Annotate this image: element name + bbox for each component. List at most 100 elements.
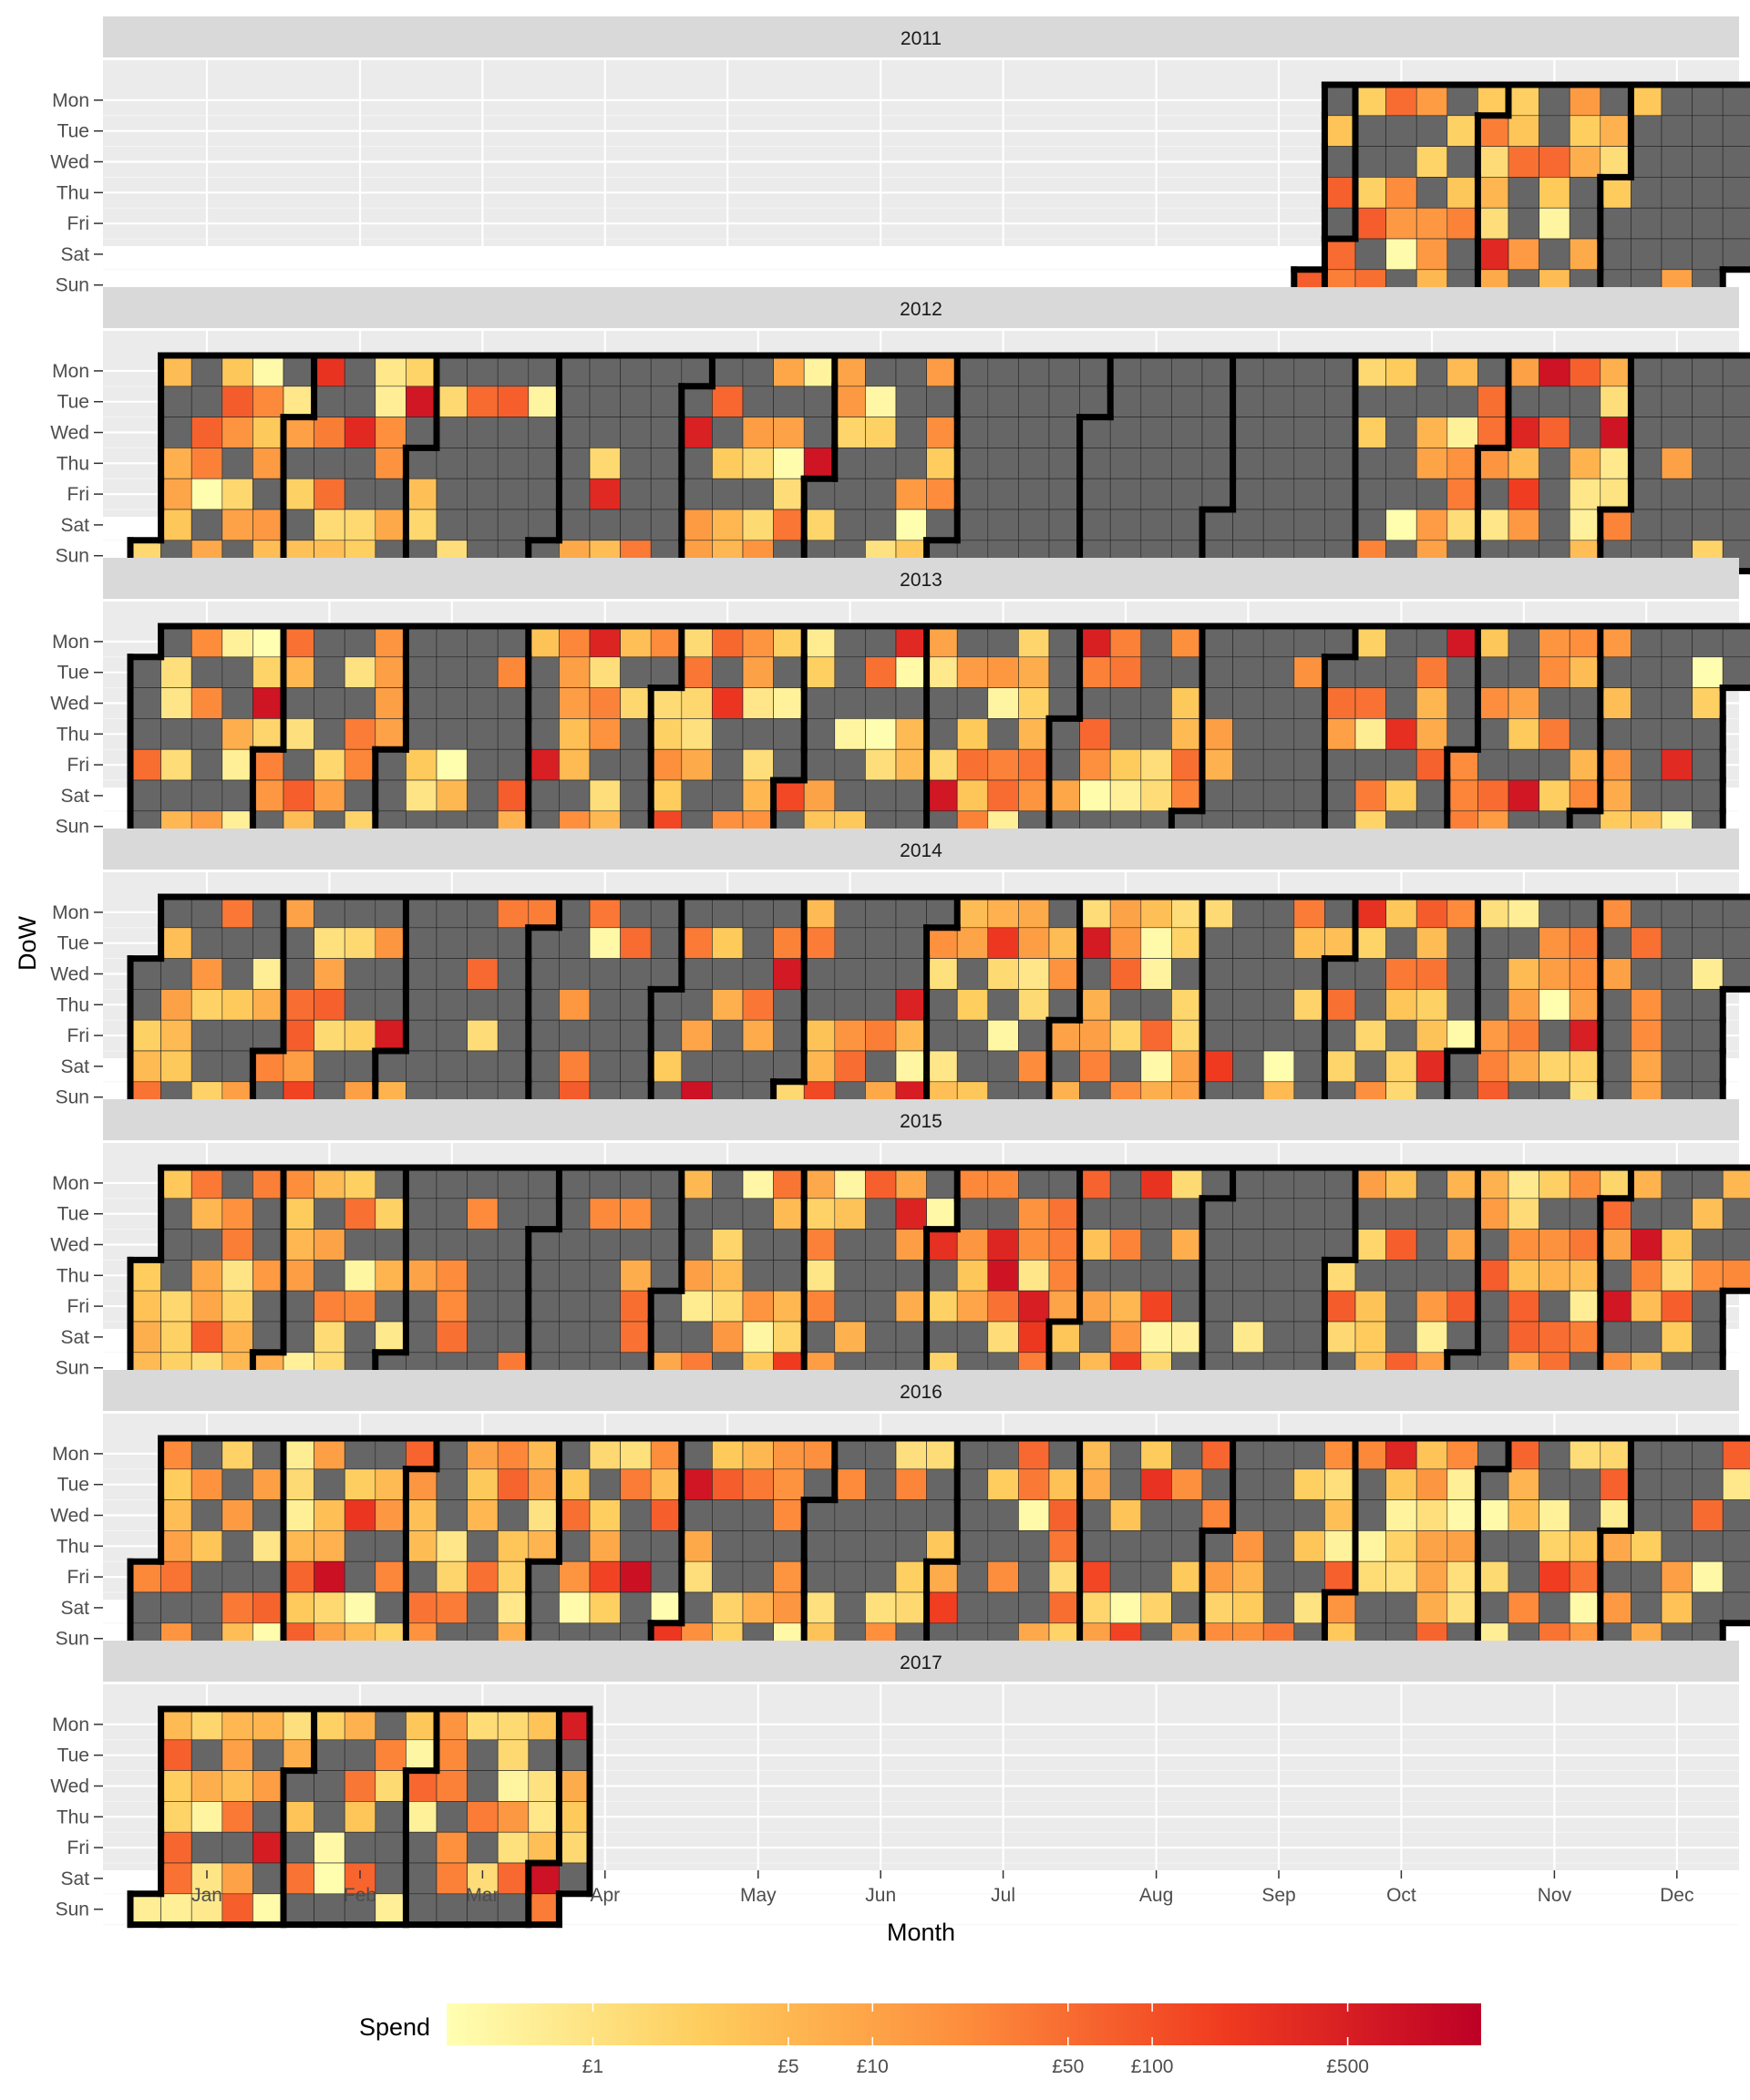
day-cell bbox=[1692, 896, 1724, 929]
day-cell bbox=[160, 1050, 192, 1083]
y-tick-label: Wed bbox=[50, 1776, 89, 1797]
day-cell bbox=[742, 896, 774, 929]
day-cell bbox=[742, 386, 774, 417]
day-cell bbox=[1661, 417, 1693, 448]
day-cell bbox=[712, 1437, 744, 1470]
day-cell bbox=[620, 896, 652, 929]
day-cell bbox=[1415, 84, 1448, 117]
day-cell bbox=[681, 656, 713, 688]
day-cell bbox=[467, 958, 499, 990]
day-cell bbox=[252, 417, 284, 448]
day-cell bbox=[497, 1019, 530, 1052]
day-cell bbox=[1631, 748, 1662, 781]
day-cell bbox=[160, 927, 192, 959]
day-cell bbox=[221, 718, 253, 750]
day-cell bbox=[1661, 509, 1693, 541]
day-cell bbox=[160, 417, 192, 448]
day-cell bbox=[1631, 687, 1662, 719]
day-cell bbox=[712, 625, 744, 658]
day-cell bbox=[803, 1591, 836, 1624]
day-cell bbox=[1415, 355, 1448, 387]
day-cell bbox=[1446, 1530, 1478, 1562]
day-cell bbox=[712, 1321, 744, 1354]
day-cell bbox=[681, 1468, 713, 1500]
day-cell bbox=[1539, 1167, 1570, 1199]
day-cell bbox=[834, 896, 866, 929]
day-cell bbox=[1722, 1530, 1750, 1562]
day-cell bbox=[1415, 989, 1448, 1021]
day-cell bbox=[1508, 207, 1539, 240]
day-cell bbox=[1385, 958, 1417, 990]
day-cell bbox=[1262, 478, 1295, 510]
day-cell bbox=[190, 1321, 223, 1354]
day-cell bbox=[895, 1591, 927, 1624]
day-cell bbox=[160, 355, 192, 387]
day-cell bbox=[1600, 1560, 1632, 1593]
day-cell bbox=[375, 989, 407, 1021]
day-cell bbox=[742, 625, 774, 658]
day-cell bbox=[1293, 1198, 1325, 1230]
day-cell bbox=[712, 779, 744, 812]
day-cell bbox=[160, 748, 192, 781]
day-cell bbox=[1171, 478, 1203, 510]
day-cell bbox=[650, 448, 683, 479]
day-cell bbox=[497, 1862, 530, 1895]
day-cell bbox=[221, 448, 253, 479]
day-cell bbox=[1018, 1260, 1050, 1292]
day-cell bbox=[1385, 779, 1417, 812]
day-cell bbox=[129, 1290, 161, 1323]
day-cell bbox=[1692, 1468, 1724, 1500]
day-cell bbox=[528, 386, 560, 417]
day-cell bbox=[895, 779, 927, 812]
day-cell bbox=[712, 1499, 744, 1531]
day-cell bbox=[1722, 115, 1750, 147]
day-cell bbox=[283, 748, 314, 781]
day-cell bbox=[1539, 779, 1570, 812]
day-cell bbox=[528, 1198, 560, 1230]
day-cell bbox=[1661, 1229, 1693, 1261]
day-cell bbox=[252, 989, 284, 1021]
day-cell bbox=[1631, 625, 1662, 658]
day-cell bbox=[1631, 84, 1662, 117]
day-cell bbox=[1109, 355, 1142, 387]
day-cell bbox=[1048, 1530, 1080, 1562]
day-cell bbox=[1171, 1591, 1203, 1624]
day-cell bbox=[1631, 238, 1662, 271]
day-cell bbox=[1048, 448, 1080, 479]
day-cell bbox=[1631, 927, 1662, 959]
day-cell bbox=[314, 1198, 345, 1230]
day-cell bbox=[1109, 1019, 1142, 1052]
day-cell bbox=[650, 478, 683, 510]
day-cell bbox=[1018, 718, 1050, 750]
day-cell bbox=[1324, 1437, 1356, 1470]
y-tick-label: Tue bbox=[57, 1204, 89, 1225]
legend-tick-label: £50 bbox=[1052, 2056, 1084, 2077]
day-cell bbox=[1446, 1019, 1478, 1052]
day-cell bbox=[1477, 448, 1509, 479]
day-cell bbox=[1324, 386, 1356, 417]
day-cell bbox=[1232, 1019, 1264, 1052]
day-cell bbox=[1415, 1050, 1448, 1083]
day-cell bbox=[1661, 1499, 1693, 1531]
day-cell bbox=[1415, 748, 1448, 781]
day-cell bbox=[190, 1468, 223, 1500]
day-cell bbox=[221, 1167, 253, 1199]
day-cell bbox=[1354, 238, 1386, 271]
day-cell bbox=[314, 417, 345, 448]
day-cell bbox=[895, 1499, 927, 1531]
day-cell bbox=[1569, 896, 1601, 929]
y-tick-label: Thu bbox=[57, 1265, 89, 1286]
day-cell bbox=[160, 656, 192, 688]
day-cell bbox=[1631, 1229, 1662, 1261]
day-cell bbox=[1079, 417, 1111, 448]
day-cell bbox=[1171, 687, 1203, 719]
day-cell bbox=[1201, 478, 1233, 510]
day-cell bbox=[1354, 958, 1386, 990]
day-cell bbox=[1508, 238, 1539, 271]
day-cell bbox=[559, 1468, 591, 1500]
day-cell bbox=[1324, 448, 1356, 479]
day-cell bbox=[1018, 1530, 1050, 1562]
day-cell bbox=[987, 1530, 1019, 1562]
day-cell bbox=[681, 687, 713, 719]
day-cell bbox=[190, 1437, 223, 1470]
